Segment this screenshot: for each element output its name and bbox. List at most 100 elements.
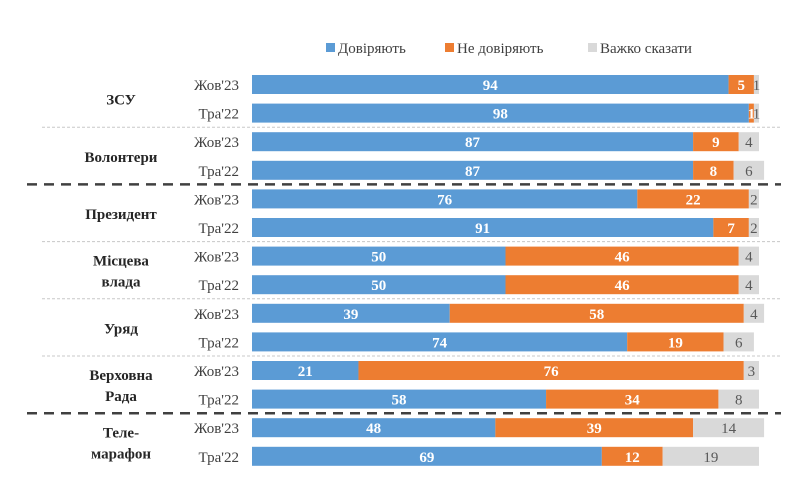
value-label: 46 <box>615 278 631 294</box>
value-label: 48 <box>366 421 381 437</box>
bar-segment-distrust <box>637 189 749 209</box>
bar-segment-trust <box>252 218 714 237</box>
bar-segment-distrust <box>601 446 663 466</box>
value-label: 58 <box>392 393 407 409</box>
value-label: 87 <box>465 135 481 151</box>
value-label: 9 <box>712 135 720 151</box>
bar-segment-distrust <box>693 132 739 152</box>
period-label: Тра'22 <box>199 335 239 351</box>
bar-segment-trust <box>252 332 628 352</box>
period-label: Жов'23 <box>194 250 239 266</box>
value-label: 2 <box>750 221 758 237</box>
value-label: 1 <box>748 107 756 123</box>
value-label: 69 <box>419 450 434 466</box>
period-label: Тра'22 <box>199 221 239 237</box>
group-label: Волонтери <box>85 150 158 166</box>
value-label: 19 <box>668 335 683 351</box>
group-label: Президент <box>85 207 157 223</box>
bar-segment-trust <box>252 389 547 409</box>
value-label: 2 <box>750 192 758 208</box>
period-label: Жов'23 <box>194 364 239 380</box>
value-label: 4 <box>745 250 753 266</box>
value-label: 4 <box>750 307 758 323</box>
bar-segment-trust <box>252 189 638 209</box>
period-label: Жов'23 <box>194 135 239 151</box>
period-label: Тра'22 <box>199 164 239 180</box>
separators <box>27 126 781 415</box>
value-label: 91 <box>475 221 490 237</box>
bar-segment-hard-to-say <box>738 132 759 152</box>
value-label: 5 <box>738 78 746 94</box>
value-label: 39 <box>587 421 602 437</box>
legend: Довіряють Не довіряють Важко сказати <box>326 41 692 57</box>
bar-segment-trust <box>252 75 729 94</box>
bar-segment-hard-to-say <box>753 103 759 123</box>
period-label: Тра'22 <box>199 393 239 409</box>
legend-label-2: Важко сказати <box>600 41 692 57</box>
period-label: Жов'23 <box>194 78 239 94</box>
value-label: 98 <box>493 107 508 123</box>
value-label: 6 <box>735 335 743 351</box>
value-label: 3 <box>748 364 756 380</box>
value-label: 58 <box>589 307 604 323</box>
bar-segment-distrust <box>728 75 754 94</box>
group-label: Верховна <box>89 368 153 384</box>
value-label: 50 <box>371 278 386 294</box>
legend-label-1: Не довіряють <box>457 41 544 57</box>
value-label: 87 <box>465 164 481 180</box>
bars <box>252 75 765 466</box>
bar-segment-trust <box>252 246 506 266</box>
value-label: 74 <box>432 335 448 351</box>
group-label: влада <box>102 275 141 291</box>
period-label: Жов'23 <box>194 307 239 323</box>
bar-segment-hard-to-say <box>738 246 759 266</box>
bar-segment-hard-to-say <box>743 361 759 380</box>
value-label: 76 <box>437 192 453 208</box>
bar-segment-distrust <box>546 389 719 409</box>
value-label: 4 <box>745 135 753 151</box>
group-label: марафон <box>91 446 151 462</box>
period-label: Жов'23 <box>194 192 239 208</box>
value-label: 50 <box>371 250 386 266</box>
legend-swatch-2 <box>588 43 597 52</box>
value-label: 21 <box>298 364 313 380</box>
bar-segment-hard-to-say <box>723 332 754 352</box>
bar-segment-hard-to-say <box>738 275 759 295</box>
value-label: 1 <box>753 107 761 123</box>
value-label: 39 <box>343 307 358 323</box>
bar-segment-hard-to-say <box>693 418 765 438</box>
bar-segment-trust <box>252 132 694 152</box>
period-label: Жов'23 <box>194 421 239 437</box>
group-label: Уряд <box>104 321 138 337</box>
value-label: 8 <box>710 164 718 180</box>
bar-segment-hard-to-say <box>748 218 759 237</box>
bar-segment-distrust <box>627 332 724 352</box>
bar-segment-trust <box>252 160 694 180</box>
group-label: Теле- <box>103 425 139 441</box>
bar-segment-trust <box>252 103 749 123</box>
value-label: 1 <box>753 78 761 94</box>
bar-segment-distrust <box>495 418 694 438</box>
value-label: 12 <box>625 450 640 466</box>
legend-swatch-0 <box>326 43 335 52</box>
value-label: 7 <box>727 221 735 237</box>
value-label: 14 <box>721 421 737 437</box>
value-label: 8 <box>735 393 743 409</box>
bar-segment-distrust <box>693 160 734 180</box>
group-label: Рада <box>105 389 137 405</box>
bar-segment-trust <box>252 361 359 380</box>
value-label: 4 <box>745 278 753 294</box>
bar-segment-distrust <box>449 303 744 323</box>
value-label: 6 <box>745 164 753 180</box>
group-label: ЗСУ <box>106 93 136 109</box>
bar-segment-trust <box>252 303 450 323</box>
bar-segment-hard-to-say <box>718 389 759 409</box>
bar-segment-distrust <box>505 246 739 266</box>
bar-segment-trust <box>252 275 506 295</box>
bar-segment-distrust <box>358 361 744 380</box>
value-label: 76 <box>544 364 560 380</box>
value-label: 46 <box>615 250 631 266</box>
group-label: Місцева <box>93 254 149 270</box>
legend-label-0: Довіряють <box>338 41 406 57</box>
